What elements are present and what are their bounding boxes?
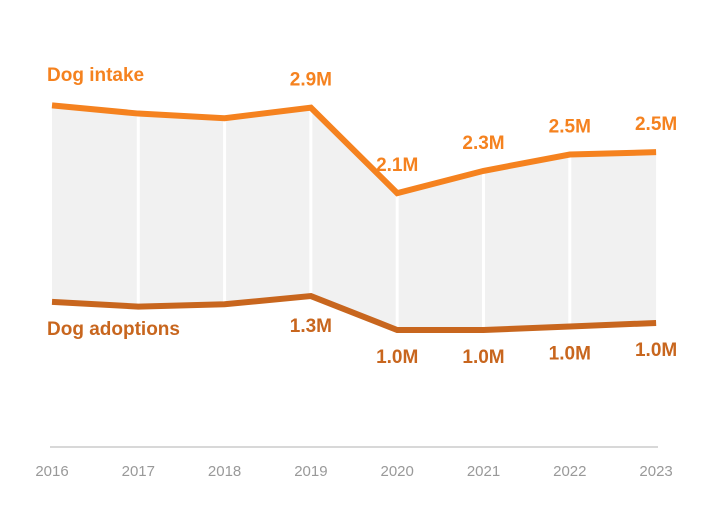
data-label: 1.0M	[635, 340, 677, 361]
band-segment	[483, 154, 570, 330]
x-tick-label: 2020	[381, 463, 414, 480]
data-label: 2.5M	[635, 114, 677, 135]
band-segment	[397, 170, 484, 330]
x-tick-label: 2022	[553, 463, 586, 480]
band-segment	[310, 107, 398, 330]
x-tick-label: 2023	[639, 463, 672, 480]
data-label: 1.0M	[462, 347, 504, 368]
data-label: 2.1M	[376, 155, 418, 176]
data-label: 2.3M	[462, 133, 504, 154]
data-label: 2.9M	[290, 70, 332, 91]
series-line-intake	[51, 102, 657, 197]
series-label-intake: Dog intake	[47, 65, 144, 86]
x-tick-label: 2018	[208, 463, 241, 480]
x-tick-label: 2016	[35, 463, 68, 480]
data-label: 2.5M	[549, 117, 591, 138]
data-label: 1.0M	[549, 343, 591, 364]
x-tick-label: 2017	[122, 463, 155, 480]
series-label-adoptions: Dog adoptions	[47, 319, 180, 340]
x-tick-label: 2019	[294, 463, 327, 480]
series-line-adoptions	[51, 293, 657, 333]
data-label: 1.0M	[376, 347, 418, 368]
band-segment	[224, 107, 311, 305]
band-segment	[138, 113, 225, 307]
band-segment	[52, 105, 139, 307]
x-tick-label: 2021	[467, 463, 500, 480]
data-label: 1.3M	[290, 316, 332, 337]
band-segment	[569, 152, 657, 327]
